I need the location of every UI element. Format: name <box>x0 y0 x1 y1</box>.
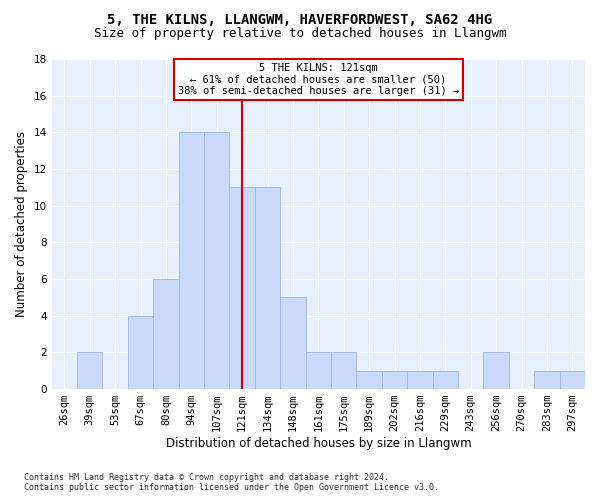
Text: Contains HM Land Registry data © Crown copyright and database right 2024.
Contai: Contains HM Land Registry data © Crown c… <box>24 473 439 492</box>
Text: 5 THE KILNS: 121sqm
← 61% of detached houses are smaller (50)
38% of semi-detach: 5 THE KILNS: 121sqm ← 61% of detached ho… <box>178 62 459 96</box>
Bar <box>179 132 204 389</box>
Bar <box>484 352 509 389</box>
Bar <box>534 370 560 389</box>
Bar <box>77 352 103 389</box>
Text: 5, THE KILNS, LLANGWM, HAVERFORDWEST, SA62 4HG: 5, THE KILNS, LLANGWM, HAVERFORDWEST, SA… <box>107 12 493 26</box>
Bar <box>305 352 331 389</box>
Y-axis label: Number of detached properties: Number of detached properties <box>15 131 28 317</box>
Bar <box>407 370 433 389</box>
Bar <box>229 188 255 389</box>
Bar <box>382 370 407 389</box>
Bar <box>433 370 458 389</box>
Bar <box>280 298 305 389</box>
Bar <box>560 370 585 389</box>
Bar <box>356 370 382 389</box>
Bar <box>153 279 179 389</box>
Bar <box>128 316 153 389</box>
Bar <box>331 352 356 389</box>
X-axis label: Distribution of detached houses by size in Llangwm: Distribution of detached houses by size … <box>166 437 471 450</box>
Text: Size of property relative to detached houses in Llangwm: Size of property relative to detached ho… <box>94 28 506 40</box>
Bar <box>204 132 229 389</box>
Bar <box>255 188 280 389</box>
